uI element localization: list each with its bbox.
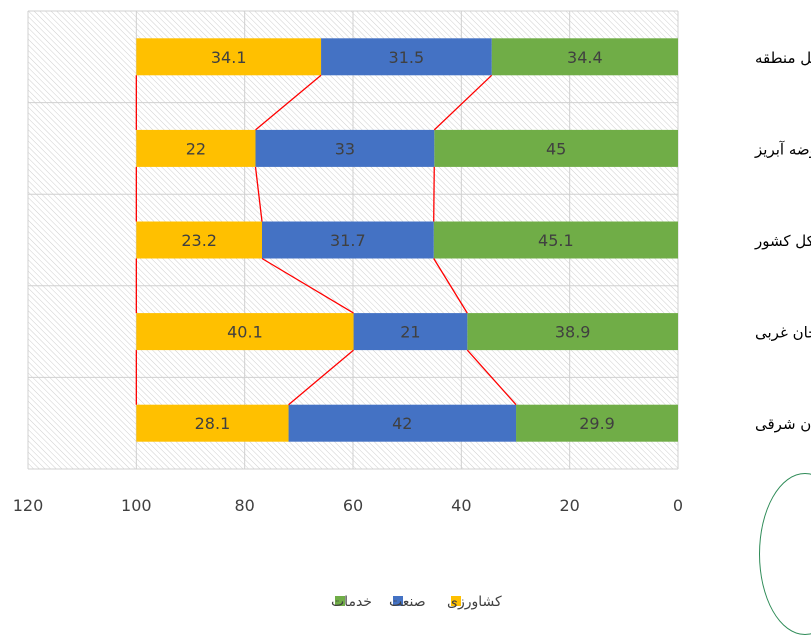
- series-connector-line: [288, 349, 354, 406]
- bar-segment: [467, 313, 678, 351]
- category-label: آذربایجان غربی: [755, 324, 811, 342]
- legend: خدمات صنعت کشاورزی: [331, 594, 502, 610]
- legend-swatch: [335, 596, 345, 606]
- bar-segment: [136, 129, 256, 167]
- series-connector-line: [255, 74, 322, 131]
- data-label: 33: [335, 139, 355, 158]
- x-tick-label: 80: [234, 496, 254, 515]
- bar-segment: [353, 313, 468, 351]
- bar-segment: [321, 38, 492, 76]
- x-tick-label: 60: [343, 496, 363, 515]
- x-tick-label: 100: [121, 496, 152, 515]
- x-tick-label: 20: [559, 496, 579, 515]
- bar-segment: [433, 221, 678, 259]
- bar-segment: [255, 129, 435, 167]
- legend-label: خدمات: [331, 594, 372, 610]
- x-tick-label: 40: [451, 496, 471, 515]
- bar-segment: [288, 404, 517, 442]
- labels-layer: 34.4 31.5 34.1 45 33 22 45.1 31.7 23.2 38.9 21 40.1…: [181, 48, 614, 433]
- series-connector-line: [261, 257, 354, 314]
- category-label: کل منطقه: [755, 49, 811, 67]
- data-label: 38.9: [555, 323, 591, 342]
- legend-label: صنعت: [389, 594, 426, 610]
- series-connector-line: [433, 258, 468, 314]
- data-label: 28.1: [195, 414, 231, 433]
- data-label: 45: [546, 139, 566, 158]
- series-connector-line: [433, 166, 435, 222]
- data-label: 40.1: [227, 323, 263, 342]
- axis-layer: کل منطقه حوضه آبریز کل کشور آذربایجان غربی آ…: [13, 49, 811, 515]
- series-connector-line: [254, 166, 263, 222]
- data-label: 21: [400, 323, 420, 342]
- bar-segment: [262, 221, 434, 259]
- series-connector-line: [466, 349, 517, 406]
- data-label: 31.7: [330, 231, 366, 250]
- category-label: حوضه آبریز: [754, 140, 811, 158]
- x-tick-label: 120: [13, 496, 44, 515]
- bar-segment: [136, 221, 262, 259]
- category-label: آذربایجان شرقی: [755, 415, 811, 433]
- data-label: 22: [186, 139, 206, 158]
- data-label: 42: [392, 414, 412, 433]
- data-label: 45.1: [538, 231, 574, 250]
- data-label: 23.2: [181, 231, 217, 250]
- bar-segment: [491, 38, 678, 76]
- bar-segment: [516, 404, 678, 442]
- data-label: 34.1: [211, 48, 247, 67]
- bar-segment: [434, 129, 678, 167]
- bar-segment: [136, 38, 322, 76]
- legend-label: کشاورزی: [447, 594, 502, 610]
- bars-layer: [136, 38, 678, 442]
- x-tick-label: 0: [673, 496, 683, 515]
- data-label: 31.5: [389, 48, 425, 67]
- connector-layer: [135, 74, 517, 406]
- data-label: 29.9: [579, 414, 615, 433]
- series-connector-line: [433, 74, 493, 131]
- bar-segment: [136, 313, 354, 351]
- bar-segment: [136, 404, 289, 442]
- legend-swatch: [451, 596, 461, 606]
- legend-swatch: [393, 596, 403, 606]
- category-label: کل کشور: [754, 232, 811, 250]
- data-label: 34.4: [567, 48, 603, 67]
